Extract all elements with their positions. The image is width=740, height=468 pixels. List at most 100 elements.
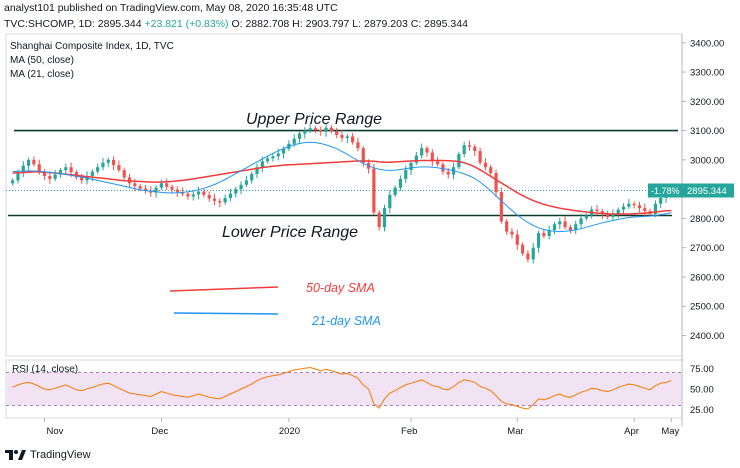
- candle-body: [568, 227, 573, 231]
- legend-title: Shanghai Composite Index, 1D, TVC: [10, 41, 174, 52]
- chart-header: analyst101 published on TradingView.com,…: [0, 0, 740, 34]
- candle-body: [515, 234, 519, 245]
- candle-body: [69, 167, 73, 173]
- price-tag-bg: [684, 183, 734, 198]
- sma50-legend-line: [169, 286, 279, 292]
- candle-body: [133, 183, 137, 187]
- candle-body: [218, 200, 222, 203]
- ma50-line: [12, 159, 672, 215]
- candle-body: [505, 221, 509, 232]
- candle-body: [159, 183, 163, 188]
- candle-body: [510, 231, 514, 235]
- candle-body: [595, 209, 599, 212]
- candle-body: [521, 244, 525, 254]
- y-tick-label: 3300.00: [690, 68, 724, 79]
- candle-body: [526, 253, 530, 260]
- candle-body: [627, 203, 631, 207]
- candle-body: [202, 191, 206, 195]
- candle-body: [473, 146, 477, 152]
- candle-body: [446, 171, 450, 175]
- candle-body: [398, 178, 403, 188]
- pct-tag-bg: [648, 183, 684, 198]
- candle-body: [154, 187, 158, 193]
- candle-body: [579, 218, 583, 225]
- candle-body: [324, 127, 328, 132]
- y-tick-label: 2400.00: [690, 331, 724, 342]
- candle-body: [228, 193, 233, 198]
- candle-body: [292, 138, 296, 144]
- candle-body: [96, 167, 100, 172]
- price-change: +23.821 (+0.83%): [144, 18, 229, 30]
- sma21-legend-line: [173, 312, 279, 315]
- candle-body: [244, 180, 248, 185]
- candle-body: [351, 136, 355, 143]
- candle-body: [196, 191, 201, 195]
- candle-body: [611, 214, 615, 217]
- candle-body: [138, 186, 142, 189]
- y-tick-label: 2600.00: [690, 272, 724, 283]
- candle-body: [26, 159, 31, 166]
- candle-body: [441, 164, 445, 172]
- candle-body: [319, 130, 323, 132]
- candle-body: [260, 161, 264, 168]
- x-tick-label: Nov: [47, 426, 64, 437]
- candle-body: [621, 206, 626, 210]
- pct-tag: -1.78%: [651, 186, 680, 196]
- footer: TradingView: [4, 446, 91, 464]
- tradingview-brand: TradingView: [30, 449, 91, 461]
- price-chart[interactable]: 2400.002500.002600.002700.002800.002900.…: [0, 0, 740, 446]
- main-legend: Shanghai Composite Index, 1D, TVC MA (50…: [10, 40, 174, 82]
- candle-body: [457, 154, 461, 168]
- rsi-band: [7, 372, 681, 406]
- candle-body: [552, 224, 557, 231]
- sma21-label: 21-day SMA: [311, 314, 381, 328]
- candle-body: [361, 148, 365, 163]
- candle-body: [281, 148, 286, 154]
- publish-info: analyst101 published on TradingView.com,…: [4, 2, 338, 14]
- price-pane-border: [5, 33, 683, 357]
- candle-body: [250, 173, 254, 181]
- x-tick-label: Dec: [151, 426, 168, 437]
- candle-body: [308, 128, 312, 131]
- candle-body: [637, 205, 642, 209]
- sma50-label: 50-day SMA: [306, 281, 375, 295]
- candle-body: [64, 167, 68, 171]
- legend-ma50: MA (50, close): [10, 55, 74, 66]
- rsi-tick-label: 50.00: [690, 385, 714, 396]
- candle-body: [16, 173, 20, 181]
- candle-body: [207, 195, 211, 199]
- candle-body: [345, 136, 349, 138]
- candle-body: [276, 153, 280, 157]
- y-tick-label: 3000.00: [690, 155, 724, 166]
- candle-body: [111, 159, 116, 166]
- y-tick-label: 3200.00: [690, 97, 724, 108]
- candle-body: [239, 184, 243, 190]
- candle-body: [404, 170, 408, 179]
- candle-body: [165, 183, 169, 187]
- candle-body: [643, 208, 647, 212]
- last-price: 2895.344: [97, 18, 142, 30]
- candle-body: [531, 247, 535, 260]
- candle-body: [356, 142, 360, 149]
- candle-body: [574, 224, 578, 231]
- rsi-tick-label: 25.00: [690, 405, 714, 416]
- ohlc-values: O: 2882.708 H: 2903.797 L: 2879.203 C: 2…: [231, 18, 468, 30]
- ma21-line: [12, 141, 672, 233]
- upper-range-label: Upper Price Range: [246, 111, 382, 128]
- candle-body: [101, 162, 105, 168]
- candle-body: [175, 189, 179, 193]
- candle-body: [223, 197, 227, 203]
- x-tick-label: May: [661, 426, 679, 437]
- y-tick-label: 2500.00: [690, 302, 724, 313]
- candle-body: [340, 134, 344, 138]
- candle-body: [372, 168, 376, 213]
- ticker-line: TVC:SHCOMP, 1D: 2895.344 +23.821 (+0.83%…: [4, 18, 468, 30]
- candle-body: [382, 208, 387, 228]
- candle-body: [106, 159, 110, 163]
- candle-body: [558, 221, 562, 225]
- rsi-legend: RSI (14, close): [12, 364, 78, 375]
- candle-body: [58, 170, 63, 175]
- candle-body: [467, 145, 472, 147]
- x-tick-label: Feb: [401, 426, 417, 437]
- candle-body: [420, 148, 424, 156]
